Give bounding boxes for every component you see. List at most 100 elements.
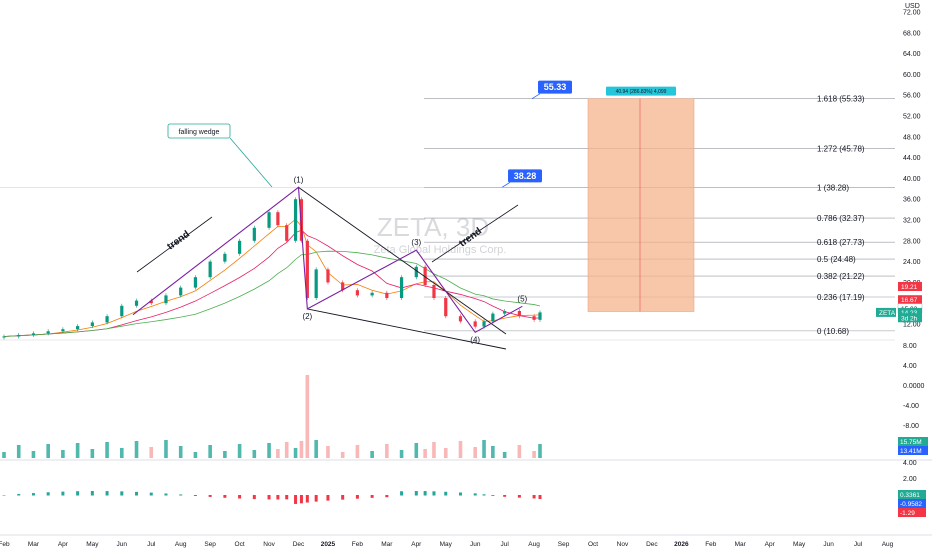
x-tick-6: Aug [175,541,187,548]
volume-badge-0: 15.75M [900,439,922,446]
x-tick-23: 2026 [674,541,689,548]
volume-bar-12 [178,446,183,458]
candle-29 [385,292,389,298]
candle-0 [2,336,6,338]
volume-bar-35 [458,441,463,458]
candle-36 [473,321,477,327]
candle-7 [105,316,109,323]
volume-bar-25 [326,446,330,458]
candle-1 [17,334,21,337]
candle-6 [90,322,94,327]
candle-31 [414,266,418,278]
volume-bar-39 [502,452,507,458]
fib-label-0: 1.618 (55.33) [817,95,865,104]
volume-bar-6 [90,449,95,458]
candle-32 [423,266,427,285]
macd-bar-14 [208,495,212,497]
candle-41 [532,316,536,320]
volume-bar-16 [237,444,242,458]
candle-10 [149,300,153,304]
price-tick-12: 24.00 [903,259,921,266]
macd-badge-0: 0.3361 [900,492,920,499]
volume-bar-34 [443,448,448,458]
x-tick-0: Feb [0,541,10,548]
volume-bar-22 [299,441,304,458]
price-tick-2: 64.00 [903,51,921,58]
candle-24 [314,269,318,298]
x-tick-24: Feb [705,541,717,548]
x-tick-17: Jul [500,541,509,548]
volume-tick-3: -4.00 [903,403,919,410]
volume-bar-13 [193,452,198,458]
price-tick-6: 48.00 [903,134,921,141]
macd-bar-33 [432,491,436,496]
price-badge-bg-0 [898,282,922,292]
x-tick-10: Dec [293,541,305,548]
volume-tick-1: 4.00 [903,363,917,370]
candle-3 [46,331,50,334]
macd-bar-0 [2,495,6,496]
macd-bar-31 [414,491,418,496]
candle-14 [208,261,212,278]
macd-badge-2: -1.29 [900,510,915,517]
price-tick-0: 72.00 [903,10,921,17]
volume-bar-21 [293,448,298,458]
macd-bar-32 [423,491,427,496]
price-badge-bg-4 [898,313,922,323]
trend-label-left: trend [165,229,192,253]
macd-bar-35 [458,492,462,496]
candle-30 [399,277,404,298]
volume-bar-31 [414,443,419,458]
macd-bar-28 [370,495,374,498]
fib-label-7: 0.236 (17.19) [817,293,865,302]
elliott-wave-path [132,186,523,334]
x-tick-2: Apr [58,541,69,548]
target-label-bg-0 [538,80,572,94]
macd-bar-18 [267,495,271,500]
x-tick-19: Sep [558,541,570,548]
price-badge-bg-3 [898,307,922,317]
candle-9 [134,300,139,306]
macd-bar-16 [238,495,242,499]
macd-bar-40 [517,495,521,498]
target-pointer-0 [531,93,541,100]
macd-bar-36 [473,493,477,496]
volume-bar-11 [164,440,168,458]
candle-42 [538,312,542,320]
trend-arrow-right [431,204,519,263]
symbol-tag: ZETA [879,310,896,317]
fib-label-3: 0.786 (32.37) [817,214,865,223]
volume-bar-40 [517,445,522,458]
volume-bar-24 [314,440,318,458]
volume-bar-42 [538,444,542,458]
macd-bar-37 [482,494,486,496]
x-tick-25: Mar [735,541,747,548]
wedge-upper-line [298,186,507,335]
wave-label-0: (1) [294,175,304,184]
macd-badge-bg-2 [898,508,926,517]
ma-green [3,250,541,337]
macd-bar-27 [355,495,359,499]
price-tick-8: 40.00 [903,176,921,183]
macd-bar-13 [193,495,197,496]
candle-25 [326,269,330,283]
macd-bar-17 [252,495,256,500]
volume-bar-14 [208,445,212,458]
macd-bar-39 [503,495,507,497]
macd-bar-22 [299,495,303,504]
volume-bar-33 [432,442,436,458]
volume-bar-3 [46,444,50,458]
fib-label-4: 0.618 (27.73) [817,238,865,247]
trend-arrow-left [136,216,213,273]
x-tick-14: Apr [411,541,422,548]
candle-21 [293,199,298,241]
symbol-tag-bg [876,307,896,317]
price-tick-15: 12.00 [903,322,921,329]
candle-37 [482,321,486,327]
macd-badge-bg-1 [898,499,926,508]
candle-33 [432,285,436,298]
volume-bar-18 [267,443,271,458]
macd-bar-7 [105,491,109,496]
